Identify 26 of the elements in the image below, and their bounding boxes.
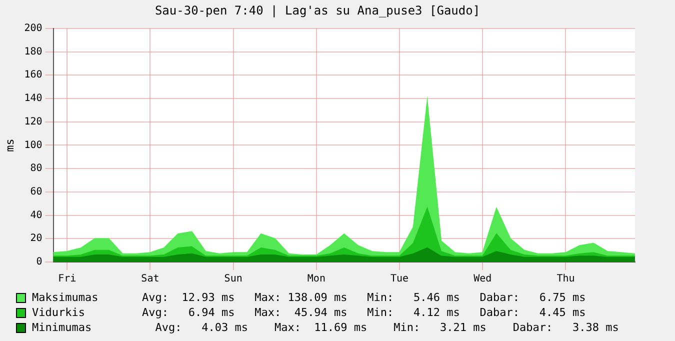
y-tick-label: 200 bbox=[24, 22, 42, 34]
x-tick-label: Mon bbox=[307, 274, 326, 285]
legend-label: Minimumas bbox=[32, 321, 93, 334]
y-tick-label: 0 bbox=[36, 256, 42, 268]
x-tick-label: Fri bbox=[58, 274, 76, 285]
x-tick-label: Wed bbox=[474, 274, 492, 285]
x-tick-label: Tue bbox=[390, 274, 409, 285]
y-axis-title: ms bbox=[3, 138, 16, 152]
y-tick-label: 80 bbox=[30, 163, 42, 174]
x-tick-label: Sun bbox=[224, 274, 242, 285]
x-tick-label: Sat bbox=[141, 274, 160, 285]
y-tick-label: 40 bbox=[30, 210, 42, 221]
y-tick-label: 60 bbox=[30, 186, 42, 198]
text: Avg: 4.03 ms Max: 11.69 ms Min: 3.21 ms Dabar: 3.38 ms bbox=[154, 321, 619, 334]
chart-title: Sau-30-pen 7:40 | Lag'as su Ana_puse3 [Gaudo] bbox=[154, 3, 480, 18]
y-tick-label: 120 bbox=[24, 116, 42, 128]
legend-label: Maksimumas bbox=[32, 291, 100, 304]
text: Avg: 12.93 ms Max: 138.09 ms Min: 5.46 ms Dabar: 6.75 ms bbox=[142, 291, 586, 304]
x-tick-label: Thu bbox=[556, 274, 575, 285]
y-tick-label: 180 bbox=[24, 46, 42, 58]
legend-label: Vidurkis bbox=[32, 306, 86, 319]
y-tick-label: 20 bbox=[30, 233, 42, 244]
y-tick-label: 160 bbox=[24, 70, 42, 81]
y-tick-label: 100 bbox=[24, 140, 42, 151]
y-tick-label: 140 bbox=[24, 93, 42, 104]
text: Avg: 6.94 ms Max: 45.94 ms Min: 4.12 ms Dabar: 4.45 ms bbox=[142, 306, 586, 319]
